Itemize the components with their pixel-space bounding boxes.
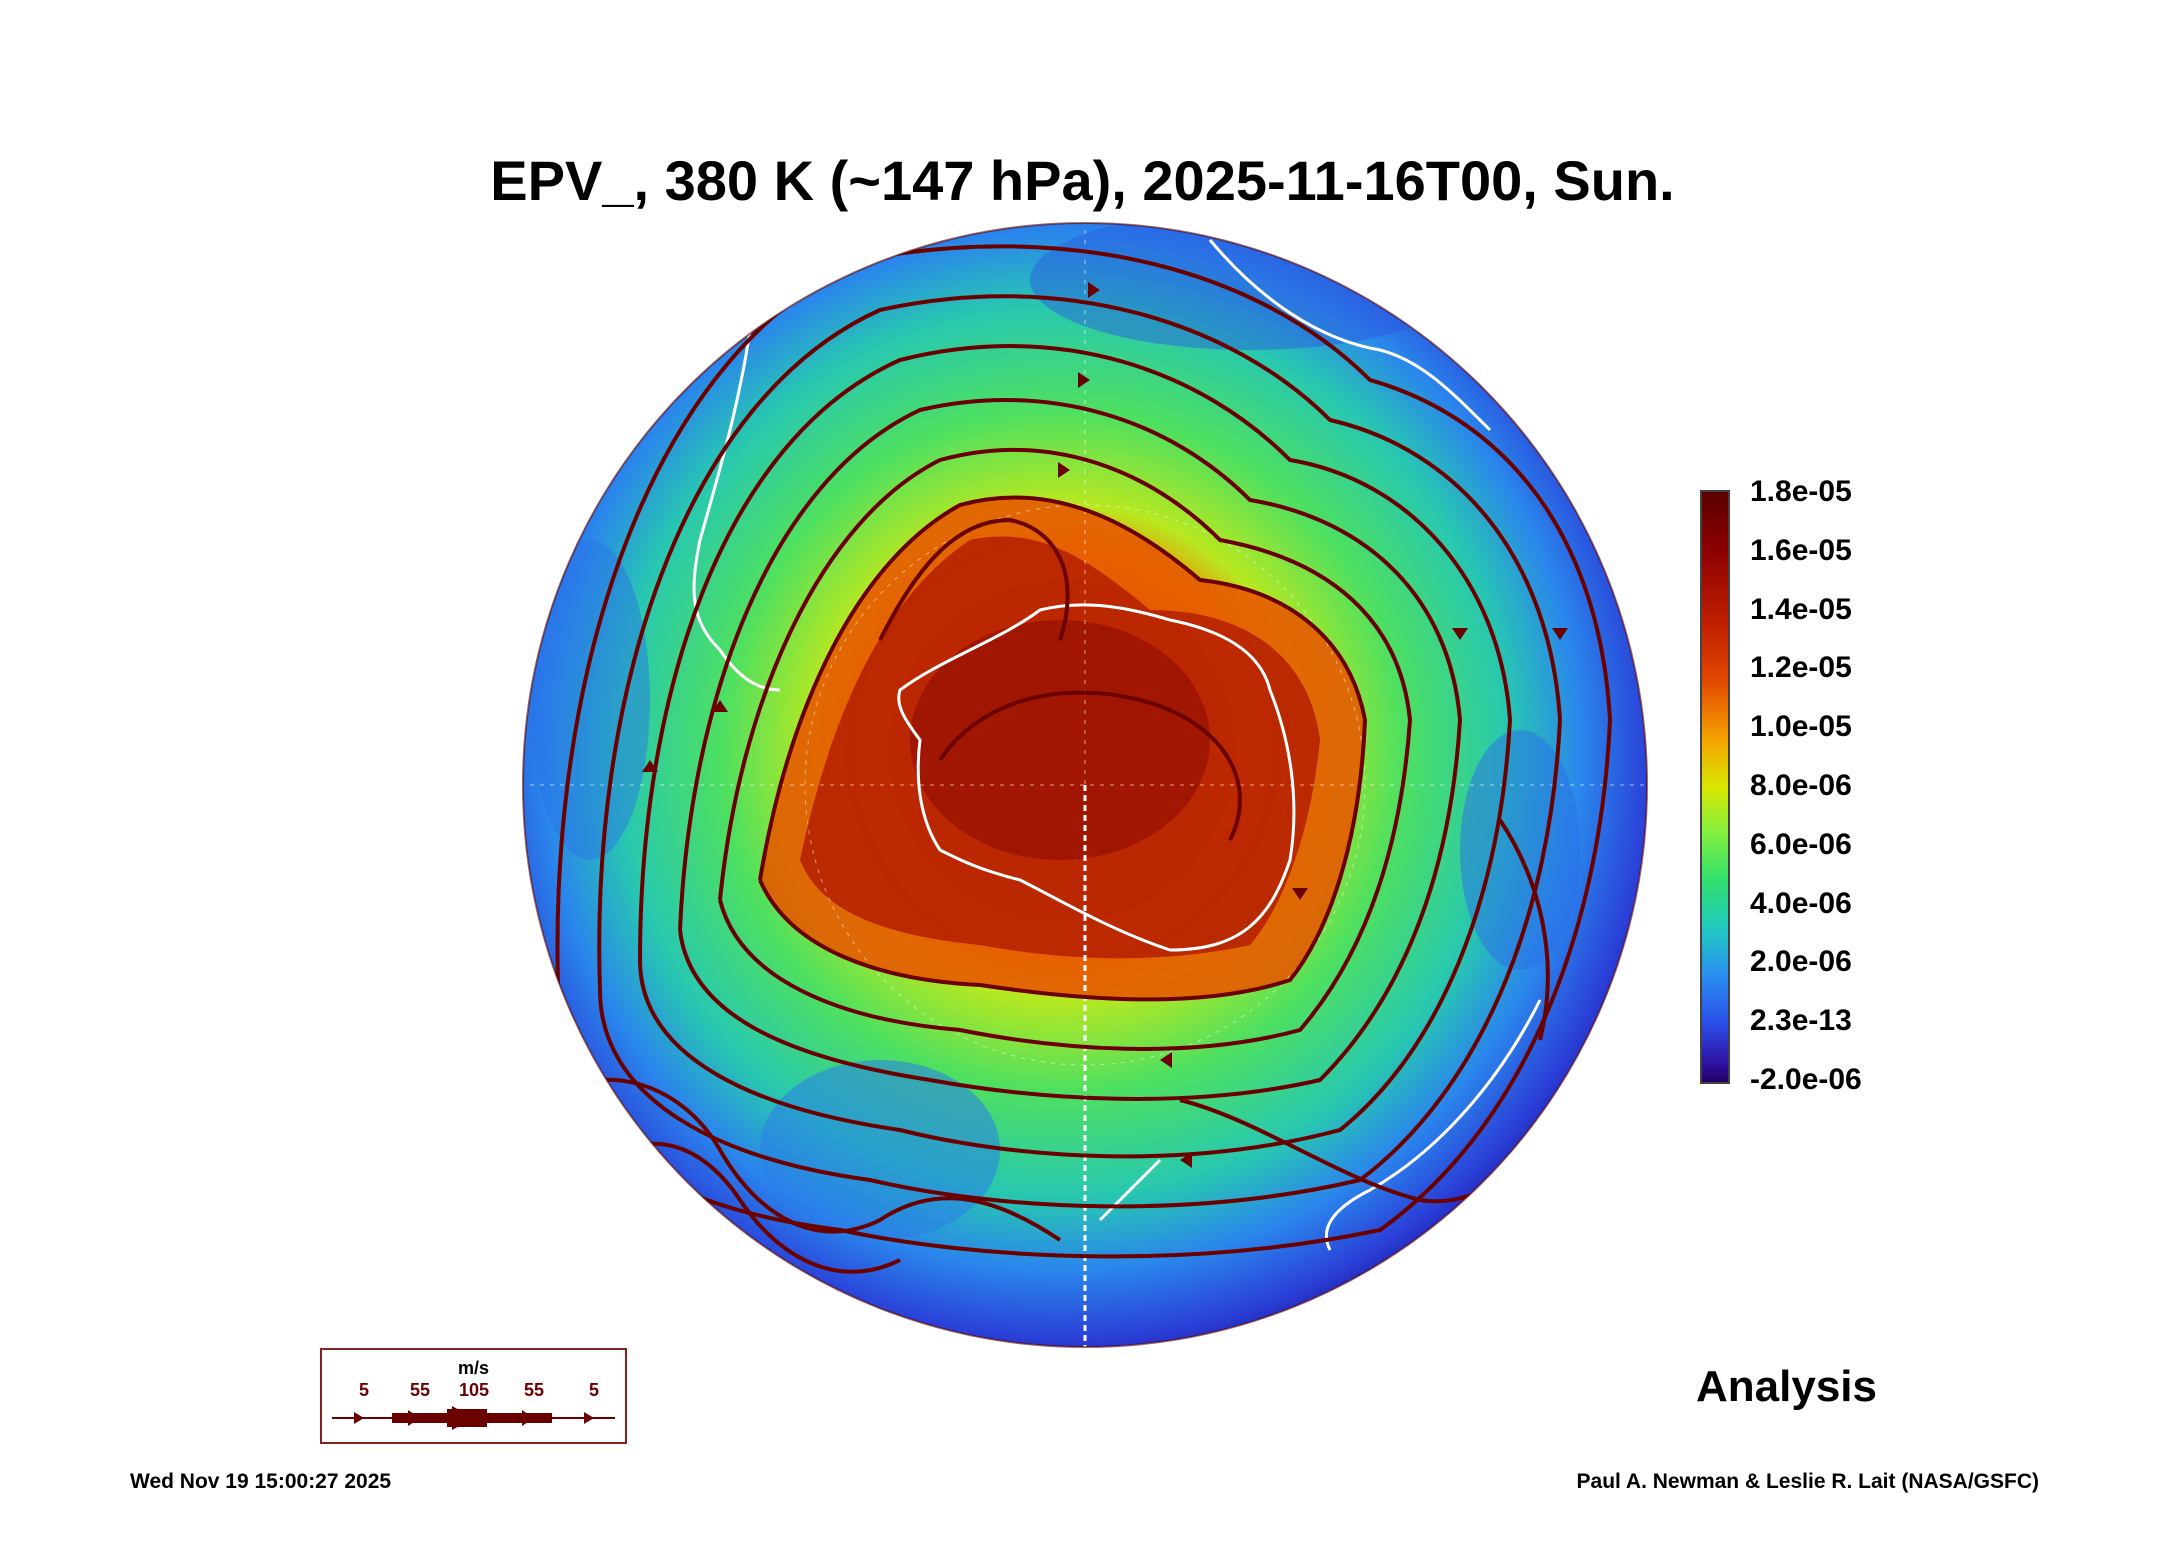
wind-speed-label: 5 xyxy=(358,1380,370,1400)
flow-arrow xyxy=(1088,282,1100,298)
colorbar-label: 6.0e-06 xyxy=(1750,827,1852,861)
colorbar-label: 1.4e-05 xyxy=(1750,592,1852,626)
credit: Paul A. Newman & Leslie R. Lait (NASA/GS… xyxy=(1576,1470,2039,1493)
vortex-inner xyxy=(910,620,1210,860)
wind-speed-legend: m/s 5 55 105 55 5 xyxy=(320,1348,627,1444)
latitude-circle xyxy=(804,504,1366,1066)
colorbar-label: 1.8e-05 xyxy=(1750,475,1852,508)
chart-title: EPV_, 380 K (~147 hPa), 2025-11-16T00, S… xyxy=(490,149,1675,212)
flow-arrow xyxy=(642,760,658,772)
africa-coastline xyxy=(1208,239,1492,432)
colorbar-label: 1.0e-05 xyxy=(1750,710,1852,744)
wind-speed-label: 55 xyxy=(409,1380,431,1400)
colorbar-label: 8.0e-06 xyxy=(1750,769,1852,802)
flow-arrow xyxy=(1180,1152,1192,1168)
streamline xyxy=(718,447,1413,1051)
globe-outline xyxy=(522,222,1648,1348)
streamline xyxy=(758,495,1368,1002)
colorbar-label: 2.3e-13 xyxy=(1750,1004,1852,1038)
wind-speed-label: 55 xyxy=(523,1380,545,1400)
wind-speed-label: 5 xyxy=(588,1380,600,1400)
streamlines xyxy=(538,244,1613,1274)
flow-arrow xyxy=(1552,628,1568,640)
streamline xyxy=(878,517,1070,641)
colorbar-label: -2.0e-06 xyxy=(1750,1063,1862,1096)
streamline xyxy=(555,244,1613,1259)
colorbar-label: 4.0e-06 xyxy=(1750,886,1852,920)
colorbar-label: 1.2e-05 xyxy=(1750,651,1852,685)
streamline xyxy=(597,294,1563,1209)
streamline xyxy=(1498,818,1550,1041)
streamline xyxy=(678,398,1463,1101)
colorbar-label: 2.0e-06 xyxy=(1750,945,1852,979)
new-zealand-coastline xyxy=(1098,1158,1162,1222)
low-pv-patch-w xyxy=(530,540,650,860)
streamline xyxy=(938,690,1242,841)
flow-arrow xyxy=(1292,888,1308,900)
streamline xyxy=(538,1077,1062,1242)
flow-arrow xyxy=(712,700,728,712)
wind-unit-label: m/s xyxy=(457,1358,490,1378)
timestamp: Wed Nov 19 15:00:27 2025 xyxy=(130,1470,392,1493)
streamline-arrows xyxy=(642,282,1568,1168)
colorbar xyxy=(1700,490,1730,1084)
wind-speed-label: 105 xyxy=(458,1380,490,1400)
australia-coastline xyxy=(1324,999,1542,1251)
flow-arrow xyxy=(1452,628,1468,640)
flow-arrow xyxy=(1058,462,1070,478)
colorbar-label: 1.6e-05 xyxy=(1750,533,1852,567)
streamline xyxy=(638,344,1513,1159)
flow-arrow xyxy=(1078,372,1090,388)
wind-legend-arrow xyxy=(332,1406,615,1430)
south-america-coastline xyxy=(692,329,781,692)
antarctica-coastline xyxy=(897,603,1296,952)
flow-arrow xyxy=(1160,1052,1172,1068)
low-pv-patch-e xyxy=(1460,730,1580,970)
analysis-label: Analysis xyxy=(1696,1362,1877,1411)
